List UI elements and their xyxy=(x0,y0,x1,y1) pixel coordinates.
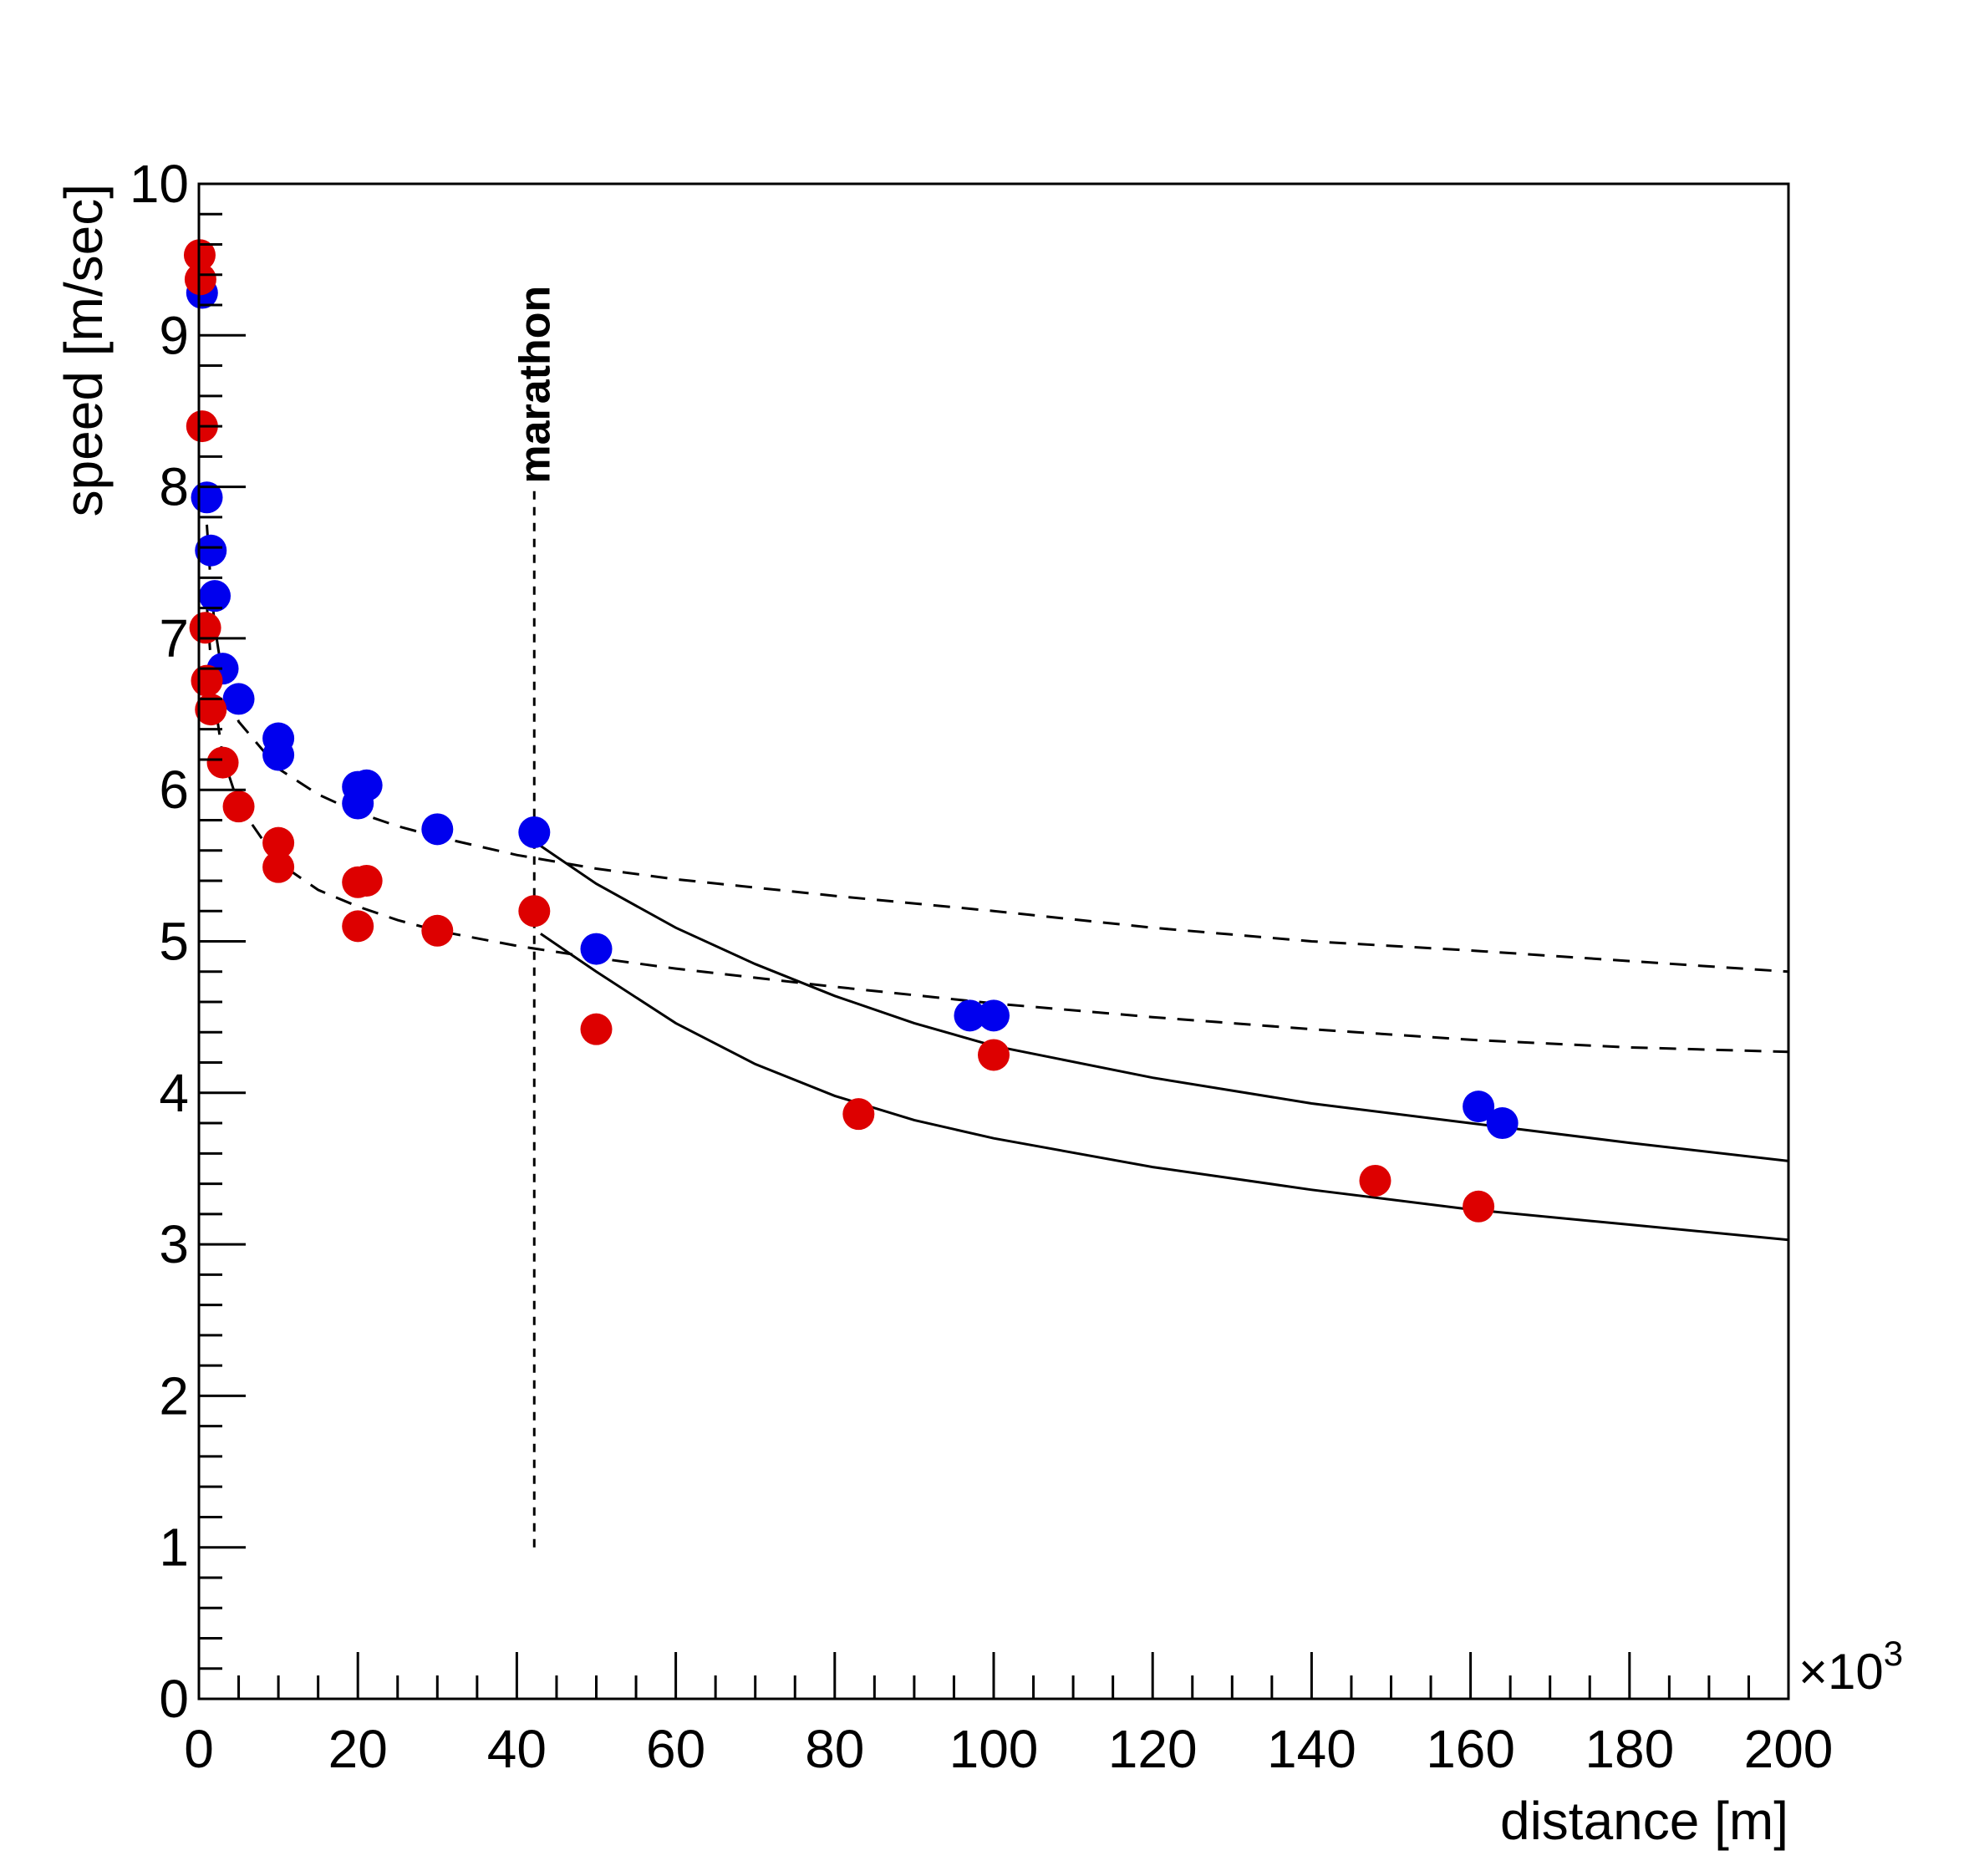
data-point xyxy=(978,1039,1010,1071)
y-tick-label: 1 xyxy=(159,1518,189,1578)
x-tick-label: 40 xyxy=(487,1719,547,1779)
data-point xyxy=(978,999,1010,1032)
dashed-fit-curve xyxy=(206,604,1789,1054)
y-tick-label: 7 xyxy=(159,608,189,669)
x-tick-label: 180 xyxy=(1585,1719,1674,1779)
data-point xyxy=(954,999,986,1032)
data-point xyxy=(421,813,454,846)
x-axis-multiplier-base: ×10 xyxy=(1798,1644,1884,1700)
data-points xyxy=(183,239,1519,1223)
y-tick-label: 4 xyxy=(159,1063,189,1123)
data-point xyxy=(195,534,227,567)
data-point xyxy=(222,791,255,823)
x-tick-label: 140 xyxy=(1267,1719,1356,1779)
data-point xyxy=(518,816,551,848)
x-tick-label: 200 xyxy=(1744,1719,1834,1779)
marathon-label: marathon xyxy=(511,286,559,484)
data-point xyxy=(1359,1164,1391,1197)
data-point xyxy=(262,739,295,771)
x-tick-label: 80 xyxy=(805,1719,864,1779)
data-point xyxy=(222,683,255,715)
data-point xyxy=(842,1098,875,1131)
dashed-fit-curve xyxy=(206,524,1789,974)
y-tick-label: 6 xyxy=(159,760,189,820)
y-tick-label: 10 xyxy=(130,154,189,214)
data-point xyxy=(421,914,454,947)
x-tick-label: 60 xyxy=(646,1719,705,1779)
fit-curves xyxy=(206,524,1789,1242)
x-axis-title: distance [m] xyxy=(1500,1791,1788,1851)
x-axis: 0 20 40 60 80 100 120 140 160 180 200 xyxy=(184,1652,1833,1779)
data-point xyxy=(518,895,551,928)
data-point xyxy=(262,851,295,883)
x-axis-multiplier: ×103 xyxy=(1798,1634,1903,1700)
marathon-annotation: marathon xyxy=(511,286,559,1548)
y-tick-label: 0 xyxy=(159,1669,189,1729)
data-point xyxy=(342,787,374,820)
data-point xyxy=(1486,1107,1519,1140)
y-tick-label: 9 xyxy=(159,305,189,365)
data-point xyxy=(580,933,613,965)
y-tick-label: 8 xyxy=(159,457,189,517)
data-point xyxy=(350,864,383,897)
data-point xyxy=(199,580,231,613)
y-axis: 0 1 2 3 4 5 6 7 8 9 10 xyxy=(130,154,246,1729)
x-tick-label: 0 xyxy=(184,1719,214,1779)
y-axis-title: speed [m/sec] xyxy=(53,184,114,516)
data-point xyxy=(580,1013,613,1045)
data-point xyxy=(342,910,374,943)
data-point xyxy=(1463,1091,1495,1123)
solid-fit-curve xyxy=(540,845,1789,1162)
data-point xyxy=(206,746,239,779)
y-tick-label: 5 xyxy=(159,912,189,972)
x-axis-multiplier-exponent: 3 xyxy=(1884,1634,1903,1673)
data-point xyxy=(195,694,227,726)
x-tick-label: 100 xyxy=(949,1719,1039,1779)
data-point xyxy=(189,612,221,644)
data-point xyxy=(1463,1190,1495,1223)
solid-fit-curve xyxy=(540,933,1789,1242)
data-point xyxy=(262,826,295,859)
x-tick-label: 20 xyxy=(328,1719,388,1779)
x-tick-label: 120 xyxy=(1108,1719,1198,1779)
y-tick-label: 2 xyxy=(159,1365,189,1426)
y-tick-label: 3 xyxy=(159,1214,189,1274)
x-tick-label: 160 xyxy=(1426,1719,1515,1779)
data-point xyxy=(184,263,216,296)
